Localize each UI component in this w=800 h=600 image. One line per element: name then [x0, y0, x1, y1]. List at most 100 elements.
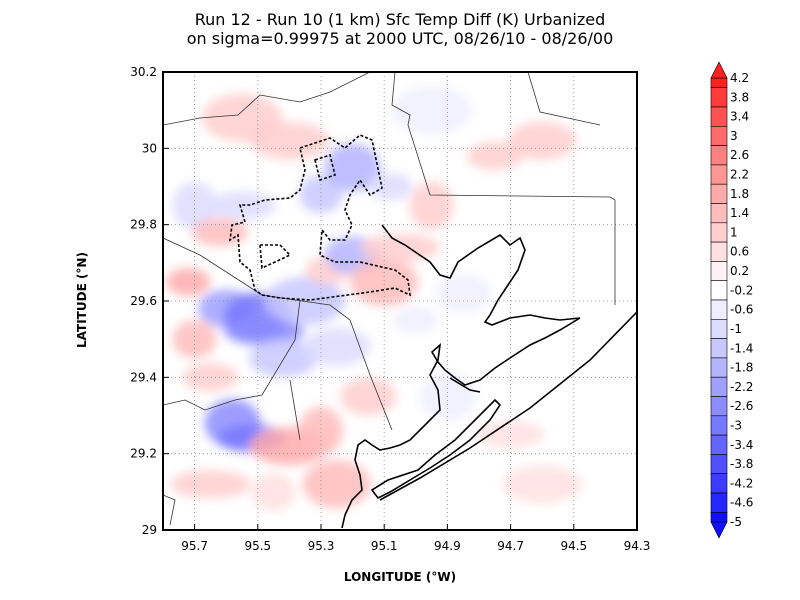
- field-blob: [502, 465, 583, 504]
- colorbar-swatch: [710, 222, 728, 243]
- field-blob: [340, 377, 397, 416]
- colorbar-label: -4.6: [730, 496, 753, 510]
- colorbar-swatch: [710, 511, 728, 523]
- colorbar-upper-arrow: [710, 61, 728, 79]
- colorbar-label: 1.8: [730, 187, 749, 201]
- colorbar-swatch: [710, 203, 728, 224]
- colorbar-swatch: [710, 183, 728, 204]
- x-tick-label: 94.5: [560, 539, 587, 553]
- colorbar-label: -0.6: [730, 303, 753, 317]
- colorbar-label: -0.2: [730, 283, 753, 297]
- field-blob: [324, 143, 381, 192]
- colorbar-label: 3: [730, 129, 738, 143]
- field-blob: [302, 327, 371, 366]
- x-tick-label: 95.7: [181, 539, 208, 553]
- colorbar-swatch: [710, 357, 728, 378]
- field-blob: [202, 93, 282, 142]
- colorbar-swatch: [710, 145, 728, 166]
- colorbar-swatch: [710, 338, 728, 359]
- field-blob: [224, 317, 305, 346]
- county-boundaries: [163, 72, 616, 526]
- colorbar-label: -4.2: [730, 476, 753, 490]
- colorbar-label: 2.2: [730, 168, 749, 182]
- field-blob: [299, 175, 343, 214]
- colorbar-label: 1: [730, 225, 738, 239]
- x-axis-ticks: 95.7 95.5 95.3 95.1 94.9 94.7 94.5 94.3: [181, 524, 650, 553]
- colorbar-swatch: [710, 376, 728, 397]
- colorbar-swatch: [710, 241, 728, 262]
- field-blob: [182, 363, 239, 392]
- colorbar-swatch: [710, 77, 728, 88]
- y-axis-ticks: 29 29.2 29.4 29.6 29.8 30 30.2: [130, 65, 169, 537]
- colorbar-swatch: [710, 434, 728, 455]
- field-blob: [508, 121, 577, 160]
- field-blob: [208, 191, 276, 220]
- x-tick-label: 94.9: [434, 539, 461, 553]
- x-tick-label: 95.1: [371, 539, 398, 553]
- colorbar-swatch: [710, 299, 728, 320]
- colorbar-swatch: [710, 454, 728, 474]
- colorbar-label: -2.2: [730, 380, 753, 394]
- field-blob: [249, 339, 318, 378]
- field-blob: [302, 460, 371, 509]
- y-axis-label: LATITUDE (°N): [75, 252, 89, 348]
- colorbar-swatch: [710, 396, 728, 417]
- y-tick-label: 29.6: [130, 294, 157, 308]
- colorbar-swatch: [710, 492, 728, 513]
- field-blob: [191, 218, 248, 247]
- field-blob: [476, 420, 545, 449]
- y-tick-label: 29.8: [130, 218, 157, 232]
- colorbar-label: -3.4: [730, 438, 753, 452]
- field-blob: [391, 86, 472, 135]
- y-tick-label: 29: [142, 523, 157, 537]
- field-blob: [172, 320, 217, 359]
- x-tick-label: 94.7: [497, 539, 524, 553]
- colorbar-label: -3.8: [730, 457, 753, 471]
- field-blob: [393, 306, 438, 335]
- field-blob: [360, 233, 440, 262]
- colorbar-label: 3.8: [730, 90, 749, 104]
- chart-subtitle: on sigma=0.99975 at 2000 UTC, 08/26/10 -…: [187, 29, 614, 48]
- colorbar-label: -1.8: [730, 361, 753, 375]
- colorbar-label: 1.4: [730, 206, 749, 220]
- temperature-difference-field: [166, 86, 583, 511]
- field-blob: [466, 142, 523, 170]
- map-boundaries: [163, 72, 637, 529]
- x-tick-label: 95.5: [244, 539, 271, 553]
- y-tick-label: 29.4: [130, 370, 157, 384]
- colorbar-swatch: [710, 261, 728, 281]
- field-blob: [409, 181, 454, 230]
- coastline: [341, 224, 637, 529]
- field-blob: [435, 274, 492, 313]
- colorbar-swatch: [710, 473, 728, 494]
- colorbar-label: -3: [730, 419, 742, 433]
- y-tick-label: 29.2: [130, 447, 157, 461]
- colorbar-label: -1: [730, 322, 742, 336]
- colorbar: 4.2 3.8 3.4 3 2.6 2.2 1.8 1.4 1 0.6 0.2 -0.2 -0.6 -1 -…: [710, 61, 753, 539]
- y-tick-label: 30.2: [130, 65, 157, 79]
- colorbar-swatch: [710, 318, 728, 339]
- colorbar-label: -2.6: [730, 399, 753, 413]
- colorbar-swatch: [710, 126, 728, 146]
- colorbar-label: -1.4: [730, 341, 753, 355]
- colorbar-lower-arrow: [710, 521, 728, 539]
- y-tick-label: 30: [142, 141, 157, 155]
- colorbar-label: 2.6: [730, 148, 749, 162]
- chart-title: Run 12 - Run 10 (1 km) Sfc Temp Diff (K)…: [195, 10, 606, 29]
- x-tick-label: 95.3: [308, 539, 335, 553]
- colorbar-label: -5: [730, 515, 742, 529]
- field-blob: [251, 472, 296, 511]
- field-blob: [368, 172, 413, 201]
- x-tick-label: 94.3: [624, 539, 651, 553]
- x-axis-label: LONGITUDE (°W): [344, 570, 456, 584]
- colorbar-swatch: [710, 106, 728, 127]
- colorbar-swatch: [710, 164, 728, 185]
- field-blob: [350, 257, 419, 306]
- field-blob: [170, 470, 251, 499]
- colorbar-swatch: [710, 280, 728, 301]
- colorbar-label: 0.2: [730, 264, 749, 278]
- field-blob: [166, 267, 211, 296]
- field-blob: [172, 181, 217, 230]
- colorbar-swatch: [710, 87, 728, 108]
